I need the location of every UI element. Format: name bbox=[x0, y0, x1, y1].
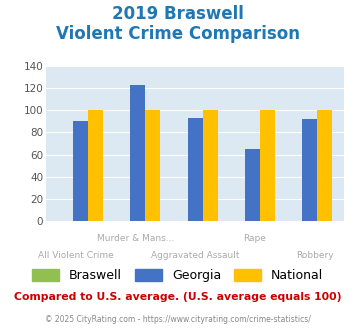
Bar bbox=[88, 110, 103, 221]
Text: © 2025 CityRating.com - https://www.cityrating.com/crime-statistics/: © 2025 CityRating.com - https://www.city… bbox=[45, 315, 310, 324]
Bar bbox=[188, 118, 203, 221]
Legend: Braswell, Georgia, National: Braswell, Georgia, National bbox=[27, 264, 328, 287]
Bar bbox=[302, 119, 317, 221]
Bar bbox=[203, 110, 218, 221]
Text: Aggravated Assault: Aggravated Assault bbox=[151, 251, 240, 260]
Text: 2019 Braswell: 2019 Braswell bbox=[111, 5, 244, 23]
Text: Robbery: Robbery bbox=[296, 251, 333, 260]
Text: Rape: Rape bbox=[244, 234, 266, 243]
Bar bbox=[260, 110, 275, 221]
Text: Violent Crime Comparison: Violent Crime Comparison bbox=[55, 25, 300, 43]
Bar bbox=[73, 121, 88, 221]
Text: All Violent Crime: All Violent Crime bbox=[38, 251, 114, 260]
Bar bbox=[145, 110, 160, 221]
Text: Murder & Mans...: Murder & Mans... bbox=[97, 234, 174, 243]
Bar bbox=[245, 149, 260, 221]
Bar bbox=[317, 110, 332, 221]
Text: Compared to U.S. average. (U.S. average equals 100): Compared to U.S. average. (U.S. average … bbox=[14, 292, 341, 302]
Bar bbox=[130, 85, 145, 221]
